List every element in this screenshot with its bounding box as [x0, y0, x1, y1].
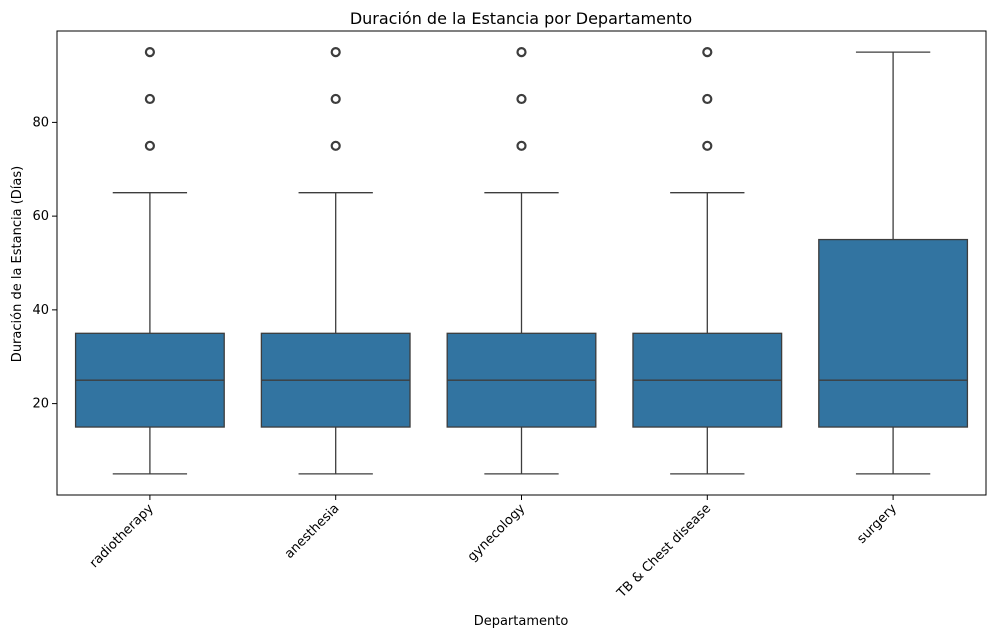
y-tick-label: 20 [32, 397, 49, 412]
y-tick-label: 80 [32, 115, 49, 130]
outlier-point [330, 46, 341, 58]
box-group-3 [632, 46, 783, 475]
x-tick-label: TB & Chest disease [614, 501, 714, 601]
outlier-point [144, 93, 155, 105]
x-tick-label: gynecology [465, 501, 529, 565]
y-axis-label: Duración de la Estancia (Días) [10, 166, 25, 362]
x-tick-label: radiotherapy [87, 501, 157, 571]
y-tick-label: 60 [32, 209, 49, 224]
outlier-point [702, 46, 713, 58]
box-group-2 [446, 46, 597, 475]
x-tick-label: surgery [854, 501, 900, 547]
outlier-point [330, 140, 341, 151]
box-iqr [818, 238, 969, 428]
outlier-point [516, 93, 527, 105]
outlier-point [702, 140, 713, 151]
box-group-0 [74, 46, 225, 475]
outlier-point [330, 93, 341, 105]
outlier-point [516, 140, 527, 151]
x-axis-label: Departamento [474, 614, 569, 629]
chart-title: Duración de la Estancia por Departamento [350, 9, 692, 28]
y-tick-label: 40 [32, 303, 49, 318]
box-group-4 [818, 51, 969, 475]
outlier-point [516, 46, 527, 58]
box-group-1 [260, 46, 411, 475]
plot-area [74, 46, 969, 475]
outlier-point [144, 140, 155, 151]
x-tick-label: anesthesia [282, 501, 343, 562]
outlier-point [702, 93, 713, 105]
outlier-point [144, 46, 155, 58]
